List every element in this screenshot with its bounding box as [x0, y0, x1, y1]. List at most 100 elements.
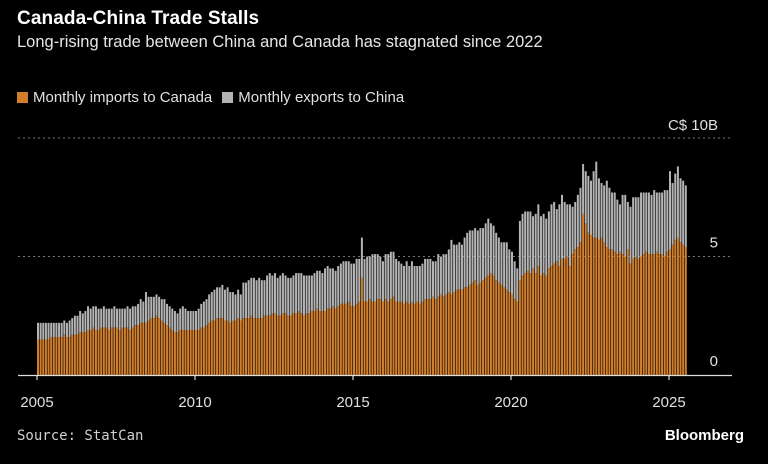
bar-exports [379, 256, 382, 300]
bar-exports [595, 161, 598, 238]
bar-imports [197, 329, 200, 375]
bar-exports [640, 192, 643, 257]
bar-exports [616, 199, 619, 255]
bar-imports [476, 284, 479, 375]
bar-exports [482, 228, 485, 281]
bar-exports [245, 282, 248, 319]
bar-imports [416, 301, 419, 375]
bar-exports [158, 296, 161, 319]
bar-imports [163, 322, 166, 375]
bar-exports [487, 218, 490, 276]
bar-imports [87, 329, 90, 375]
bar-imports [366, 301, 369, 375]
bar-exports [653, 190, 656, 255]
bar-imports [258, 318, 261, 375]
bar-imports [534, 273, 537, 375]
bar-imports [550, 265, 553, 375]
bar-exports [360, 237, 363, 278]
bar-exports [173, 311, 176, 333]
bar-imports [671, 244, 674, 375]
bar-imports [445, 294, 448, 375]
bar-imports [181, 329, 184, 375]
bar-exports [139, 299, 142, 323]
chart-title: Canada-China Trade Stalls [17, 8, 260, 29]
bar-exports [537, 204, 540, 266]
bar-imports [568, 265, 571, 375]
bar-exports [195, 311, 197, 330]
bar-exports [671, 183, 674, 245]
bar-exports [434, 261, 437, 300]
bar-imports [324, 311, 327, 375]
bar-exports [442, 254, 445, 297]
bar-exports [89, 308, 92, 330]
bar-exports [437, 254, 440, 297]
bar-exports [489, 223, 492, 274]
bar-exports [92, 306, 95, 328]
bar-imports [547, 268, 550, 375]
bar-exports [289, 277, 292, 316]
bar-exports [137, 303, 140, 326]
bar-imports [632, 258, 635, 375]
bar-exports [192, 311, 195, 330]
bar-exports [247, 280, 250, 319]
bar-imports [561, 258, 564, 375]
bar-exports [426, 258, 429, 300]
bar-imports [184, 329, 187, 375]
bar-exports [429, 258, 432, 300]
bar-imports [553, 263, 556, 375]
bar-exports [42, 322, 45, 340]
bar-imports [555, 261, 558, 375]
bar-imports [187, 329, 190, 375]
bar-exports [105, 308, 108, 328]
bar-exports [110, 308, 113, 328]
bar-exports [518, 220, 521, 281]
bar-imports [500, 284, 503, 375]
bar-imports [574, 249, 577, 375]
bar-exports [353, 263, 355, 307]
bar-exports [568, 204, 571, 266]
bar-exports [405, 261, 408, 302]
bar-exports [418, 265, 421, 304]
bar-exports [237, 289, 240, 319]
bar-imports [582, 213, 585, 375]
bar-imports [492, 275, 495, 375]
bar-imports [579, 242, 582, 375]
bar-exports [81, 313, 84, 333]
bar-exports [421, 263, 424, 302]
bar-imports [597, 239, 600, 375]
bar-imports [76, 334, 79, 375]
bar-imports [663, 256, 666, 375]
bar-exports [647, 192, 650, 255]
bar-exports [460, 244, 463, 290]
bar-imports [374, 301, 377, 375]
bar-imports [297, 311, 300, 375]
bar-imports [276, 315, 279, 375]
bar-imports [353, 306, 355, 375]
bar-imports [566, 256, 569, 375]
bar-exports [566, 204, 569, 257]
bar-exports [160, 299, 163, 321]
bar-exports [187, 311, 190, 330]
legend-swatch-imports [17, 92, 28, 103]
bar-exports [389, 251, 392, 300]
bar-exports [337, 265, 340, 307]
bar-exports [268, 273, 271, 316]
bar-imports [118, 329, 121, 375]
bar-exports [666, 190, 669, 252]
bar-imports [513, 299, 516, 375]
bar-exports [87, 306, 90, 330]
bar-imports [532, 268, 535, 375]
bar-imports [268, 315, 271, 375]
bar-exports [374, 254, 377, 302]
bar-exports [287, 277, 290, 316]
bar-imports [466, 287, 469, 375]
bar-imports [563, 258, 566, 375]
bar-exports [592, 171, 595, 238]
bar-imports [650, 254, 653, 375]
bar-exports [597, 178, 600, 240]
bar-exports [71, 318, 74, 335]
bar-imports [345, 303, 348, 375]
bar-imports [202, 327, 205, 375]
bar-exports [263, 280, 266, 316]
bar-exports [113, 306, 116, 328]
